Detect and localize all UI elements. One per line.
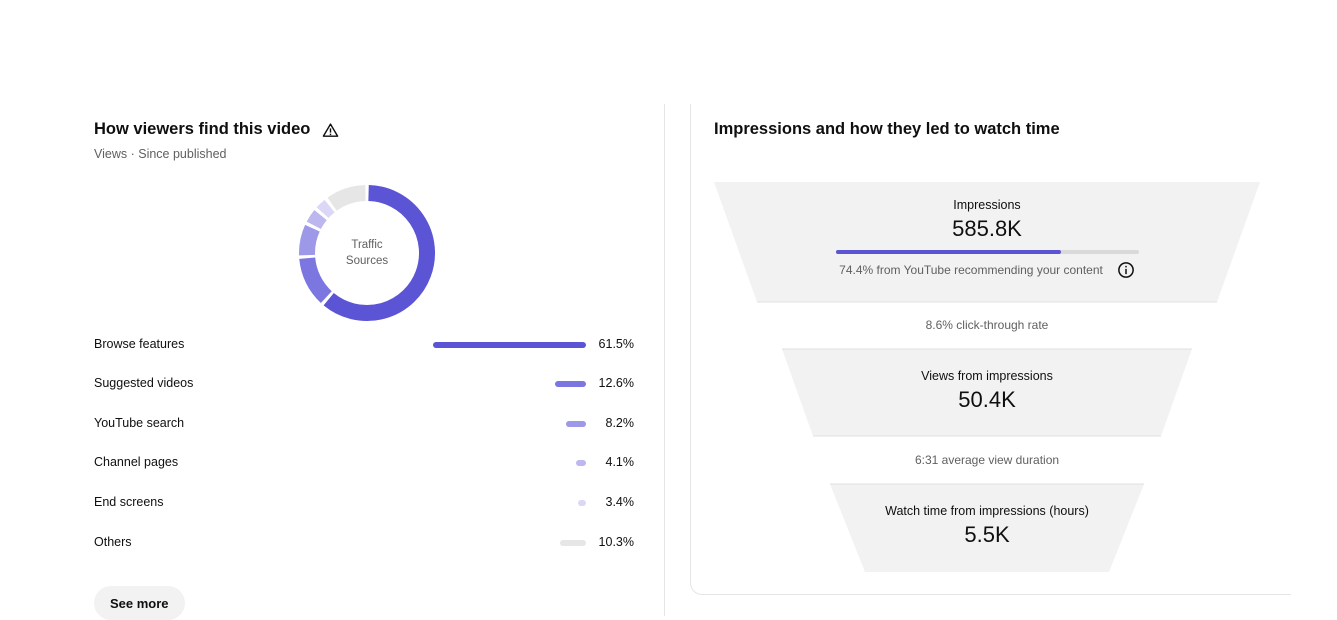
- source-percent: 61.5%: [598, 337, 634, 351]
- source-label: Browse features: [94, 337, 185, 351]
- donut-segment-browse-features[interactable]: [323, 185, 435, 321]
- recommendation-row: 74.4% from YouTube recommending your con…: [714, 261, 1260, 279]
- source-label: Suggested videos: [94, 376, 194, 390]
- impressions-funnel: [714, 182, 1260, 572]
- watch-time-value: 5.5K: [964, 522, 1010, 547]
- funnel-gap-avd: [813, 436, 1161, 484]
- donut-segment-end-screens[interactable]: [316, 199, 335, 219]
- source-row-browse-features: Browse features 61.5%: [94, 335, 634, 355]
- views-label: Views from impressions: [921, 369, 1053, 383]
- source-percent: 10.3%: [598, 535, 634, 549]
- source-label: Channel pages: [94, 455, 179, 469]
- source-bar: [565, 421, 586, 427]
- views-value: 50.4K: [958, 387, 1016, 412]
- source-percent: 3.4%: [605, 495, 635, 509]
- donut-center-line-2: Sources: [345, 255, 389, 267]
- source-bar: [575, 460, 586, 466]
- impressions-card: [690, 104, 1291, 595]
- funnel-stage-views: [782, 349, 1192, 436]
- impressions-value: 585.8K: [952, 216, 1022, 241]
- watch-time-label: Watch time from impressions (hours): [885, 504, 1089, 518]
- donut-center-line-1: Traffic: [351, 239, 383, 251]
- funnel-gap-ctr: [764, 302, 1210, 349]
- ctr-text: 8.6% click-through rate: [925, 318, 1049, 332]
- donut-segment-others[interactable]: [327, 185, 367, 211]
- donut-segment-suggested-videos[interactable]: [299, 257, 333, 303]
- source-label: YouTube search: [94, 416, 185, 430]
- source-label: End screens: [94, 495, 164, 509]
- recommendation-text: 74.4% from YouTube recommending your con…: [839, 263, 1103, 277]
- traffic-sources-subtitle: Views · Since published: [94, 147, 227, 161]
- source-row-end-screens: End screens 3.4%: [94, 493, 634, 513]
- see-more-button[interactable]: See more: [94, 586, 185, 620]
- traffic-sources-title: How viewers find this video: [94, 120, 311, 138]
- watch-time-stage: Watch time from impressions (hours) 5.5K: [714, 504, 1260, 548]
- source-label: Others: [94, 535, 132, 549]
- recommendation-progress-fill: [836, 250, 1062, 254]
- traffic-sources-donut: Traffic Sources: [297, 183, 437, 323]
- source-row-others: Others 10.3%: [94, 533, 634, 553]
- avd-text: 6:31 average view duration: [914, 453, 1060, 467]
- warning-triangle-icon[interactable]: [322, 122, 339, 139]
- info-icon[interactable]: [1117, 261, 1135, 279]
- funnel-stage-watch-time: [830, 484, 1144, 572]
- source-bar: [554, 381, 586, 387]
- panel-divider: [664, 104, 665, 616]
- source-bar: [560, 540, 586, 546]
- source-percent: 8.2%: [605, 416, 635, 430]
- recommendation-progress-bar: [836, 250, 1139, 254]
- source-percent: 12.6%: [598, 376, 634, 390]
- source-row-channel-pages: Channel pages 4.1%: [94, 453, 634, 473]
- donut-center-label: Traffic Sources: [297, 183, 437, 323]
- source-bar: [433, 342, 586, 348]
- source-percent: 4.1%: [605, 455, 635, 469]
- source-row-suggested-videos: Suggested videos 12.6%: [94, 374, 634, 394]
- donut-segment-youtube-search[interactable]: [299, 224, 320, 256]
- impressions-title: Impressions and how they led to watch ti…: [714, 120, 1060, 138]
- source-row-youtube-search: YouTube search 8.2%: [94, 414, 634, 434]
- traffic-sources-card: How viewers find this video Views · Sinc…: [0, 0, 664, 620]
- impressions-label: Impressions: [953, 198, 1021, 212]
- funnel-stage-impressions: [714, 182, 1260, 302]
- source-bar: [577, 500, 586, 506]
- donut-segment-channel-pages[interactable]: [306, 209, 327, 230]
- impressions-stage: Impressions 585.8K: [714, 198, 1260, 242]
- traffic-sources-title-row: How viewers find this video: [94, 120, 339, 139]
- views-stage: Views from impressions 50.4K: [714, 369, 1260, 413]
